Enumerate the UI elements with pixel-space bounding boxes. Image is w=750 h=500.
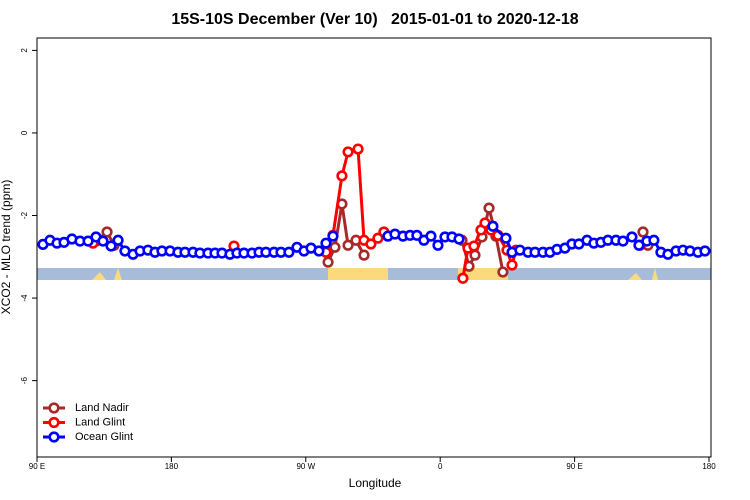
data-point xyxy=(283,246,295,258)
land-band xyxy=(328,268,388,280)
data-point xyxy=(617,235,629,247)
data-point xyxy=(457,272,469,284)
data-point xyxy=(699,245,711,257)
data-point xyxy=(352,143,364,155)
data-point xyxy=(425,230,437,242)
data-point xyxy=(336,198,348,210)
x-tick-label: 90 E xyxy=(29,462,45,471)
y-tick-label: -4 xyxy=(20,294,29,302)
legend-marker xyxy=(48,431,60,443)
data-point xyxy=(322,256,334,268)
land-band xyxy=(92,272,106,280)
land-band xyxy=(114,268,122,280)
data-point xyxy=(101,226,113,238)
data-point xyxy=(342,146,354,158)
data-point xyxy=(320,237,332,249)
data-point xyxy=(358,249,370,261)
data-point xyxy=(469,249,481,261)
series xyxy=(87,143,646,284)
data-point xyxy=(342,239,354,251)
legend-label: Land Glint xyxy=(75,416,125,428)
series xyxy=(37,220,711,260)
chart-title: 15S-10S December (Ver 10) 2015-01-01 to … xyxy=(171,11,578,28)
plot-frame xyxy=(36,37,712,458)
data-point xyxy=(637,226,649,238)
data-point xyxy=(327,230,339,242)
series xyxy=(90,198,654,278)
x-tick-label: 90 E xyxy=(566,462,582,471)
data-point xyxy=(112,234,124,246)
x-axis-label: Longitude xyxy=(349,476,402,490)
data-point xyxy=(411,229,423,241)
series-line xyxy=(326,149,640,278)
legend-marker xyxy=(48,416,60,429)
data-point xyxy=(500,232,512,244)
data-point xyxy=(336,170,348,182)
x-tick-label: 180 xyxy=(702,462,716,471)
y-tick-label: -6 xyxy=(20,377,29,385)
y-axis-label: XCO2 - MLO trend (ppm) xyxy=(0,180,13,315)
data-point xyxy=(463,260,475,272)
data-point xyxy=(497,266,509,278)
data-point xyxy=(506,259,518,271)
data-point xyxy=(313,245,325,257)
data-point xyxy=(453,233,465,245)
y-tick-label: 2 xyxy=(20,48,29,53)
legend-label: Land Nadir xyxy=(75,402,129,414)
data-point xyxy=(648,234,660,246)
data-point xyxy=(626,231,638,243)
land-ocean-band xyxy=(37,268,711,280)
legend-marker xyxy=(48,402,60,414)
x-tick-label: 0 xyxy=(438,462,443,471)
land-band xyxy=(652,268,658,280)
legend-label: Ocean Glint xyxy=(75,431,133,443)
land-band xyxy=(628,273,642,280)
y-tick-label: -2 xyxy=(20,211,29,219)
series-line xyxy=(95,202,650,273)
data-point xyxy=(487,220,499,232)
data-point xyxy=(329,241,341,253)
data-point xyxy=(365,238,377,250)
y-tick-label: 0 xyxy=(20,130,29,135)
data-point xyxy=(468,240,480,252)
data-point xyxy=(97,235,109,247)
x-tick-label: 90 W xyxy=(296,462,315,471)
data-point xyxy=(483,202,495,214)
data-point xyxy=(432,239,444,251)
x-tick-label: 180 xyxy=(165,462,179,471)
data-point xyxy=(105,240,117,252)
